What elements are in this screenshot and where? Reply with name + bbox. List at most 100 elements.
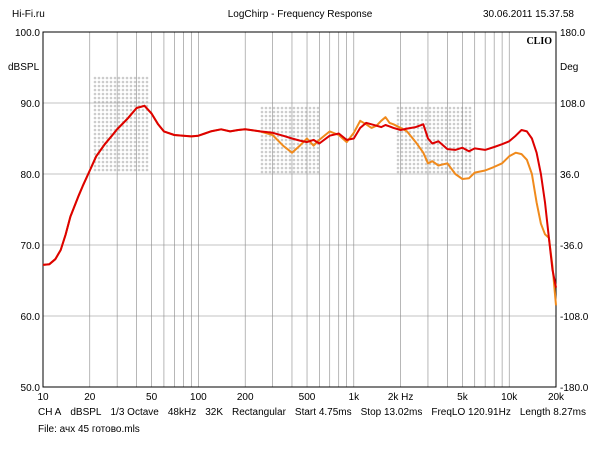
watermark-dot [408, 106, 412, 110]
watermark-dot [129, 124, 133, 128]
watermark-dot [420, 134, 424, 138]
watermark-dot [296, 142, 300, 146]
watermark-dot [448, 110, 452, 114]
watermark-dot [284, 130, 288, 134]
watermark-dot [300, 126, 304, 130]
watermark-dot [272, 162, 276, 166]
watermark-dot [300, 110, 304, 114]
watermark-dot [125, 160, 129, 164]
watermark-dot [316, 150, 320, 154]
watermark-dot [420, 166, 424, 170]
watermark-dot [260, 158, 264, 162]
watermark-dot [396, 170, 400, 174]
watermark-dot [129, 132, 133, 136]
watermark-dot [141, 108, 145, 112]
watermark-dot [304, 162, 308, 166]
watermark-dot [416, 118, 420, 122]
watermark-dot [141, 144, 145, 148]
watermark-dot [125, 96, 129, 100]
watermark-dot [452, 106, 456, 110]
watermark-dot [113, 88, 117, 92]
watermark-dot [428, 130, 432, 134]
watermark-dot [272, 106, 276, 110]
watermark-dot [408, 110, 412, 114]
watermark-dot [133, 104, 137, 108]
watermark-dot [300, 158, 304, 162]
watermark-dot [260, 114, 264, 118]
watermark-dot [137, 88, 141, 92]
watermark-dot [456, 142, 460, 146]
watermark-dot [416, 134, 420, 138]
watermark-dot [412, 122, 416, 126]
chart-grid [43, 32, 556, 387]
watermark-dot [412, 150, 416, 154]
watermark-dot [280, 110, 284, 114]
watermark-dot [300, 122, 304, 126]
watermark-dot [412, 158, 416, 162]
watermark-dot [304, 146, 308, 150]
watermark-dot [141, 88, 145, 92]
watermark-dot [280, 126, 284, 130]
watermark-dot [121, 104, 125, 108]
watermark-dot [264, 126, 268, 130]
watermark-dot [137, 96, 141, 100]
watermark-dot [440, 170, 444, 174]
watermark-dot [448, 158, 452, 162]
watermark-dot [145, 112, 149, 116]
watermark-dot [121, 76, 125, 80]
watermark-dot [424, 142, 428, 146]
clio-brand: CLIO [526, 36, 552, 47]
parameter-item: dBSPL [70, 407, 102, 418]
watermark-dot [137, 156, 141, 160]
y-tick-label: 90.0 [21, 99, 41, 110]
watermark-dot [408, 142, 412, 146]
watermark-dot [137, 164, 141, 168]
watermark-dot [117, 156, 121, 160]
watermark-dot [113, 84, 117, 88]
watermark-dot [456, 138, 460, 142]
watermark-dot [460, 106, 464, 110]
watermark-dot [280, 106, 284, 110]
watermark-dot [444, 138, 448, 142]
watermark-dot [129, 116, 133, 120]
watermark-dot [121, 100, 125, 104]
watermark-dot [396, 122, 400, 126]
watermark-dot [272, 138, 276, 142]
watermark-dot [125, 104, 129, 108]
watermark-dot [452, 134, 456, 138]
watermark-dot [141, 116, 145, 120]
x-tick-label: 20k [548, 392, 565, 403]
watermark-dot [260, 126, 264, 130]
watermark-dot [404, 114, 408, 118]
watermark-dot [129, 92, 133, 96]
watermark-dot [420, 110, 424, 114]
watermark-dot [280, 170, 284, 174]
watermark-dot [300, 154, 304, 158]
watermark-dot [464, 166, 468, 170]
watermark-dot [125, 164, 129, 168]
watermark-dot [141, 160, 145, 164]
watermark-dot [97, 144, 101, 148]
watermark-dot [444, 170, 448, 174]
watermark-dot [296, 118, 300, 122]
watermark-dot [304, 122, 308, 126]
watermark-dot [93, 76, 97, 80]
watermark-dot [416, 162, 420, 166]
watermark-dot [296, 162, 300, 166]
watermark-dot [296, 158, 300, 162]
watermark-dot [113, 112, 117, 116]
watermark-dot [97, 104, 101, 108]
watermark-dot [129, 140, 133, 144]
watermark-dot [460, 162, 464, 166]
x-tick-label: 500 [299, 392, 316, 403]
watermark-dot [113, 76, 117, 80]
watermark-dot [141, 128, 145, 132]
watermark-dot [312, 126, 316, 130]
watermark-dot [444, 142, 448, 146]
watermark-dot [316, 114, 320, 118]
watermark-dot [452, 118, 456, 122]
watermark-dot [432, 154, 436, 158]
watermark-dot [440, 126, 444, 130]
file-name: File: ачх 45 готово.mls [38, 424, 140, 435]
watermark-dot [412, 146, 416, 150]
